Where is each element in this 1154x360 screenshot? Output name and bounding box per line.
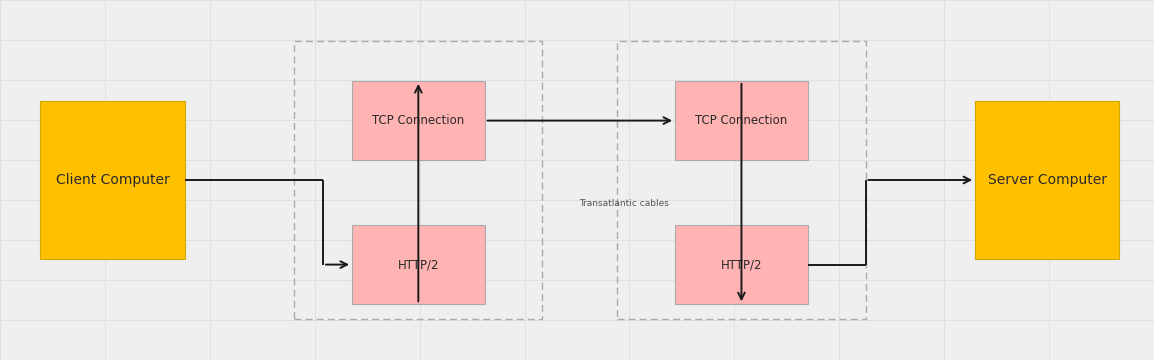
Text: TCP Connection: TCP Connection bbox=[696, 114, 787, 127]
Text: TCP Connection: TCP Connection bbox=[373, 114, 464, 127]
FancyBboxPatch shape bbox=[40, 101, 185, 259]
Text: Transatlantic cables: Transatlantic cables bbox=[579, 199, 669, 208]
FancyBboxPatch shape bbox=[675, 81, 808, 160]
Text: HTTP/2: HTTP/2 bbox=[721, 258, 762, 271]
FancyBboxPatch shape bbox=[352, 81, 485, 160]
Text: Client Computer: Client Computer bbox=[55, 173, 170, 187]
FancyBboxPatch shape bbox=[352, 225, 485, 304]
FancyBboxPatch shape bbox=[675, 225, 808, 304]
Text: Server Computer: Server Computer bbox=[988, 173, 1107, 187]
FancyBboxPatch shape bbox=[975, 101, 1119, 259]
Text: HTTP/2: HTTP/2 bbox=[398, 258, 439, 271]
